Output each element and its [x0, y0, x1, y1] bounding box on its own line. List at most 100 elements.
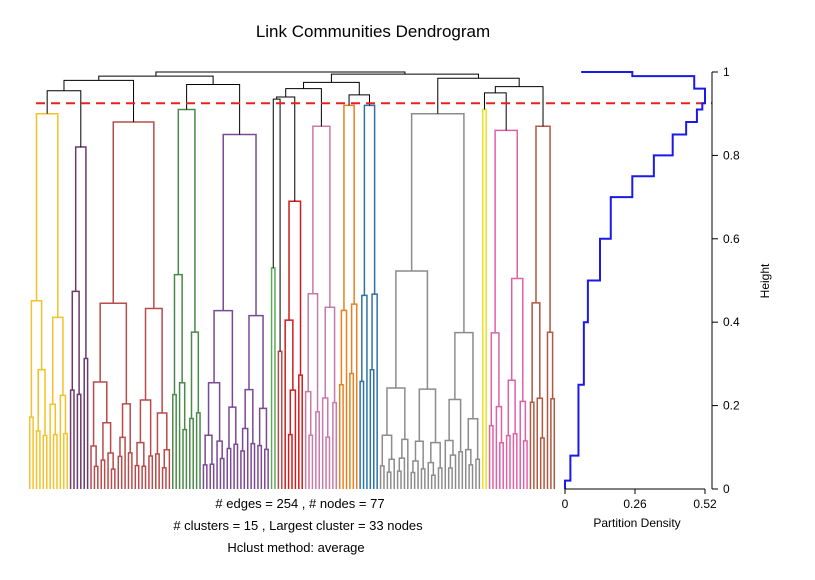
dendrogram-branch — [321, 397, 329, 489]
dendrogram-branch — [59, 394, 67, 489]
dendrogram-branch — [99, 302, 128, 404]
cluster-13 — [482, 108, 487, 489]
edges-nodes-stat: # edges = 254 , # nodes = 77 — [215, 496, 384, 511]
dendrogram-branch — [315, 411, 321, 489]
dendrogram-branch — [536, 397, 544, 489]
dendrogram-branch — [207, 381, 221, 442]
method-stat: Hclust method: average — [227, 540, 364, 555]
cluster-15 — [529, 125, 556, 489]
cluster-8 — [284, 200, 303, 489]
dendrogram-branch — [324, 306, 336, 403]
dendrogram-branch — [458, 451, 464, 489]
cluster-1 — [28, 112, 68, 489]
dendrogram-branch — [83, 357, 89, 489]
dendrogram-branch — [304, 390, 312, 489]
dendrogram-branch — [248, 314, 264, 409]
dendrogram-branch — [233, 443, 239, 489]
dendrogram-branch — [363, 104, 376, 296]
dendrogram-branch — [117, 455, 123, 489]
dendrogram-branch — [350, 303, 358, 489]
height-tick-label: 0.2 — [723, 399, 740, 413]
dendrogram-branch — [499, 442, 504, 489]
dendrogram-branch — [209, 463, 215, 489]
dendrogram-branch — [76, 393, 82, 489]
dendrogram-branch — [490, 332, 500, 426]
height-axis-label: Height — [758, 263, 772, 298]
dendrogram-branch — [51, 316, 64, 405]
dendrogram-branch — [546, 331, 554, 489]
dendrogram-branch — [338, 383, 344, 489]
dendrogram-branch — [289, 389, 297, 489]
dendrogram-branch — [90, 445, 97, 489]
dendrogram-branch — [488, 424, 494, 489]
dendrogram-branch — [381, 434, 393, 466]
cluster-12 — [379, 112, 481, 489]
dendrogram-tree — [28, 71, 556, 489]
partition-density-plot — [564, 71, 706, 489]
upper-branch — [63, 79, 135, 123]
dendrogram-branch — [420, 468, 426, 489]
dendrogram-branch — [288, 200, 302, 376]
dendrogram-branch — [241, 427, 249, 489]
dendrogram-branch — [161, 467, 167, 489]
cluster-2 — [69, 146, 89, 489]
dendrogram-branch — [467, 417, 479, 460]
dendrogram-branch — [172, 393, 177, 489]
dendrogram-branch — [448, 398, 462, 452]
density-tick-label: 0.52 — [693, 497, 717, 511]
dendrogram-branch — [361, 294, 368, 489]
dendrogram-branch — [154, 453, 160, 489]
dendrogram-branch — [69, 389, 75, 489]
upper-branch — [437, 77, 520, 114]
dendrogram-branch — [136, 441, 145, 467]
dendrogram-branch — [475, 458, 481, 489]
dendrogram-branch — [190, 331, 200, 419]
dendrogram-branch — [287, 433, 293, 489]
dendrogram-branch — [121, 403, 131, 453]
upper-branch — [285, 88, 322, 127]
dendrogram-branch — [42, 434, 48, 489]
dendrogram-branch — [340, 309, 348, 489]
dendrogram-branch — [119, 436, 126, 489]
upper-branch — [276, 96, 296, 202]
dendrogram-branch — [244, 388, 254, 444]
dendrogram-branch — [92, 381, 108, 447]
dendrogram-branch — [37, 368, 46, 436]
dendrogram-branch — [359, 380, 365, 489]
dendrogram-branch — [418, 388, 437, 443]
dendrogram-branch — [195, 412, 201, 489]
dendrogram-branch — [30, 299, 43, 418]
dendrogram-branch — [325, 436, 331, 489]
height-tick-label: 0.4 — [723, 315, 740, 329]
dendrogram-branch — [270, 267, 276, 489]
dendrogram-branch — [298, 374, 303, 489]
cluster-9 — [304, 125, 338, 489]
dendrogram-branch — [454, 331, 474, 419]
dendrogram-branch — [512, 433, 518, 489]
dendrogram-branch — [102, 421, 112, 461]
dendrogram-branch — [107, 452, 114, 489]
upper-branch — [483, 92, 507, 131]
dendrogram-branch — [307, 292, 319, 412]
dendrogram-branch — [430, 441, 441, 469]
dendrogram-branch — [52, 433, 58, 489]
dendrogram-branch — [219, 457, 225, 489]
chart-title: Link Communities Dendrogram — [256, 22, 490, 41]
dendrogram-branch — [163, 449, 171, 489]
dendrogram-branch — [144, 307, 163, 414]
dendrogram-branch — [204, 434, 213, 465]
dendrogram-branch — [308, 434, 314, 489]
dendrogram-branch — [494, 129, 519, 333]
dendrogram-branch — [28, 416, 34, 489]
height-tick-label: 0 — [723, 482, 730, 496]
dendrogram-branch — [49, 403, 57, 489]
dendrogram-branch — [398, 457, 406, 489]
dendrogram-branch — [410, 112, 465, 333]
dendrogram-branch — [412, 460, 419, 489]
dendrogram-branch — [156, 412, 168, 454]
dendrogram-branch — [468, 464, 474, 489]
dendrogram-branch — [522, 440, 528, 489]
dendrogram-branch — [535, 125, 551, 333]
dendrogram-branch — [284, 319, 294, 489]
